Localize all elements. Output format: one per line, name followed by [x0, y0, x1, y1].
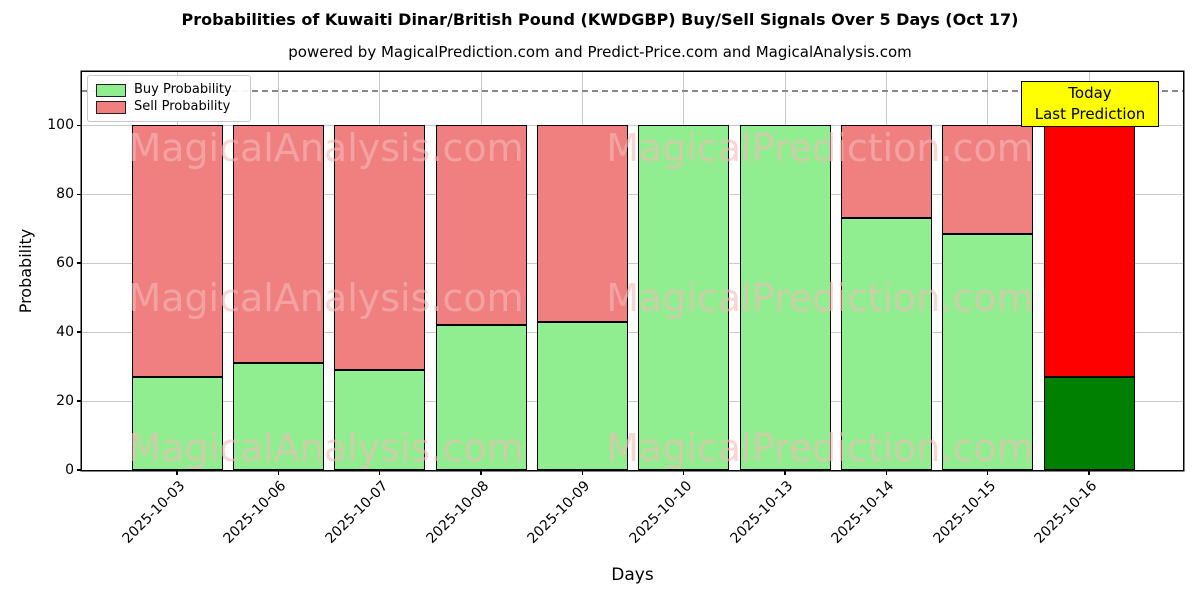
x-tick [986, 470, 989, 475]
gridline-h [82, 331, 1183, 333]
y-tick-label: 100 [47, 117, 74, 134]
bar-sell-segment [1043, 125, 1135, 377]
plot-area [82, 72, 1183, 470]
legend-label-buy: Buy Probability [134, 82, 232, 97]
bar-sell-segment [840, 125, 932, 219]
y-tick-label: 0 [65, 462, 74, 478]
x-tick [682, 470, 685, 475]
sell-swatch-icon [96, 100, 126, 114]
y-tick-label: 40 [56, 324, 74, 341]
bar-sell-segment [942, 125, 1034, 234]
chart-subtitle: powered by MagicalPrediction.com and Pre… [288, 43, 912, 61]
legend-row-sell: Sell Probability [96, 99, 242, 115]
today-annotation-line1: Today [1068, 84, 1112, 102]
chart-title: Probabilities of Kuwaiti Dinar/British P… [181, 10, 1019, 29]
y-tick [77, 193, 82, 196]
gridline-h [82, 193, 1183, 195]
today-annotation-box: Today Last Prediction [1021, 81, 1159, 127]
bar-sell-segment [536, 125, 628, 322]
x-axis-title: Days [611, 565, 654, 585]
y-tick [77, 469, 82, 471]
y-tick-label: 60 [56, 255, 74, 272]
x-tick [277, 470, 280, 475]
bar-buy-segment [334, 370, 426, 470]
bar-buy-segment [131, 376, 223, 470]
x-tick [378, 470, 381, 475]
legend-label-sell: Sell Probability [134, 99, 231, 114]
y-tick-label: 80 [56, 186, 74, 203]
x-tick [480, 470, 482, 475]
y-tick [77, 400, 82, 402]
gridline-h [82, 400, 1183, 402]
bar-buy-segment [435, 325, 527, 470]
x-tick [885, 470, 888, 475]
bar-buy-segment [232, 363, 324, 470]
y-tick-label: 20 [56, 393, 74, 410]
bar-buy-segment [536, 321, 628, 470]
y-tick [77, 262, 82, 264]
x-tick [176, 470, 178, 475]
bar-buy-segment [1043, 376, 1135, 470]
x-tick [1088, 470, 1090, 475]
bar-sell-segment [334, 125, 426, 371]
bar-sell-segment [232, 125, 324, 364]
gridline-h [82, 262, 1183, 264]
bar-sell-segment [435, 125, 527, 326]
buy-swatch-icon [96, 83, 126, 97]
threshold-dashed-line [82, 90, 1183, 92]
bar-buy-segment [739, 125, 831, 470]
bar-sell-segment [131, 125, 223, 377]
x-tick [784, 470, 786, 475]
bar-buy-segment [840, 218, 932, 470]
y-tick [77, 124, 82, 127]
gridline-h [82, 124, 1183, 126]
bar-buy-segment [942, 233, 1034, 470]
bar-buy-segment [638, 125, 730, 470]
today-annotation-line2: Last Prediction [1034, 105, 1146, 123]
legend: Buy Probability Sell Probability [87, 75, 251, 122]
y-tick [77, 331, 82, 333]
legend-row-buy: Buy Probability [96, 82, 242, 98]
x-tick [581, 470, 584, 475]
